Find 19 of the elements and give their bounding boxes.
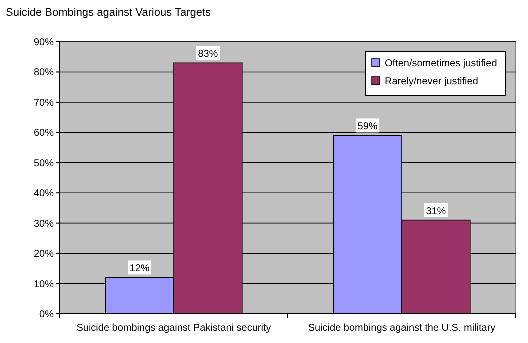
data-label: 31% [426, 206, 446, 218]
y-tick-label: 90% [34, 38, 54, 48]
y-tick-label: 0% [40, 310, 54, 320]
y-tick-label: 20% [34, 249, 54, 260]
y-tick-label: 80% [34, 68, 54, 79]
legend-label: Rarely/never justified [385, 76, 478, 88]
data-label: 83% [198, 49, 218, 60]
x-tick-label: Suicide bombings against Pakistani security [76, 323, 272, 334]
legend-label: Often/sometimes justified [385, 58, 498, 70]
data-label: 12% [130, 264, 150, 275]
y-tick-label: 30% [34, 218, 54, 230]
y-tick-label: 70% [34, 98, 54, 109]
y-tick-label: 40% [34, 188, 54, 200]
data-label: 59% [358, 122, 378, 133]
y-tick-label: 50% [34, 158, 54, 170]
chart-title: Suicide Bombings against Various Targets [6, 7, 212, 19]
y-tick-label: 10% [34, 279, 54, 290]
x-tick-label: Suicide bombings against the U.S. military [308, 323, 496, 334]
y-tick-label: 60% [34, 128, 54, 140]
